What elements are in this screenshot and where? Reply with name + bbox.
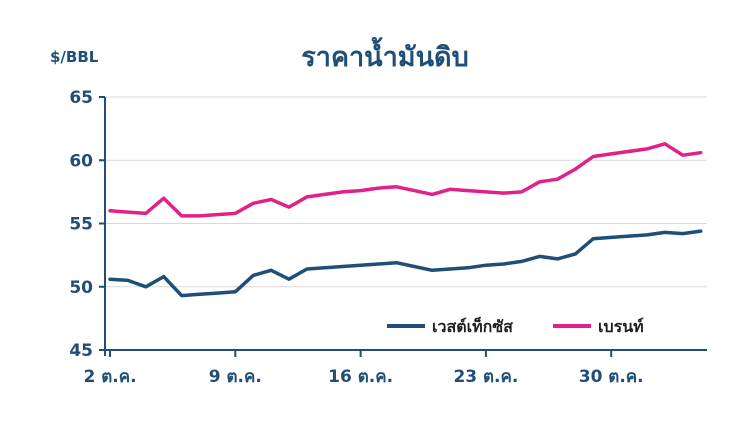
x-tick-label-4: 30 ต.ค. xyxy=(579,367,644,387)
legend-label-wti: เวสต์เท็กซัส xyxy=(432,315,513,336)
y-tick-label-45: 45 xyxy=(69,341,93,361)
tick-labels: 45 50 55 60 65 2 ต.ค. 9 ต.ค. 16 ต.ค. 23 ต.ค. 30 ต… xyxy=(69,88,643,387)
x-tick-label-2: 16 ต.ค. xyxy=(328,367,393,387)
axes xyxy=(99,96,707,357)
y-tick-label-50: 50 xyxy=(69,278,93,298)
chart-title: ราคาน้ำมันดิบ xyxy=(301,36,468,73)
legend-label-brent: เบรนท์ xyxy=(598,317,644,336)
legend: เวสต์เท็กซัส เบรนท์ xyxy=(387,315,644,336)
y-tick-label-65: 65 xyxy=(69,88,93,108)
y-axis-unit-label: $/BBL xyxy=(50,48,99,66)
y-tick-label-55: 55 xyxy=(69,215,93,235)
y-tick-label-60: 60 xyxy=(69,151,93,171)
x-tick-label-0: 2 ต.ค. xyxy=(83,367,136,387)
series-lines xyxy=(108,142,703,298)
x-tick-label-1: 9 ต.ค. xyxy=(209,367,262,387)
x-tick-label-3: 23 ต.ค. xyxy=(453,367,518,387)
grid-lines xyxy=(105,96,707,288)
series-line-brent xyxy=(108,142,703,218)
series-line-wti xyxy=(108,229,703,298)
